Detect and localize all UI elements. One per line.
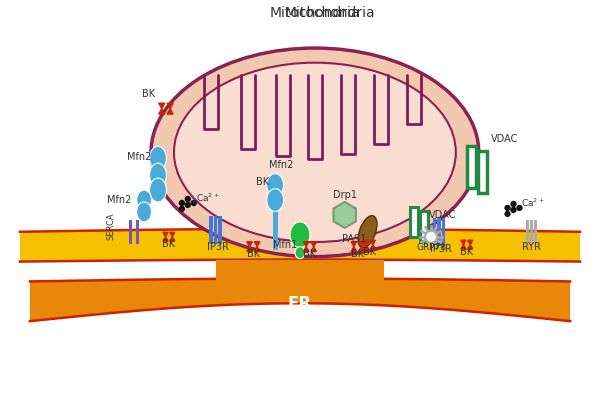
Polygon shape bbox=[370, 240, 376, 245]
Polygon shape bbox=[468, 240, 473, 245]
Text: BK: BK bbox=[163, 239, 175, 249]
Text: IP3R: IP3R bbox=[430, 244, 452, 254]
Polygon shape bbox=[254, 242, 260, 247]
Polygon shape bbox=[167, 103, 173, 109]
Bar bbox=[209, 216, 213, 244]
Ellipse shape bbox=[358, 216, 377, 248]
Polygon shape bbox=[170, 232, 175, 237]
Bar bbox=[534, 220, 537, 244]
Ellipse shape bbox=[425, 231, 437, 243]
Text: BK: BK bbox=[247, 249, 260, 259]
Polygon shape bbox=[311, 247, 316, 252]
Bar bbox=[530, 220, 533, 244]
Text: BK: BK bbox=[351, 249, 364, 259]
Polygon shape bbox=[359, 247, 364, 252]
Ellipse shape bbox=[267, 174, 284, 196]
Text: Mitochondria: Mitochondria bbox=[284, 6, 375, 20]
Polygon shape bbox=[163, 232, 168, 237]
Circle shape bbox=[191, 200, 197, 206]
Bar bbox=[420, 211, 428, 241]
Text: ER: ER bbox=[288, 295, 312, 313]
Circle shape bbox=[505, 205, 511, 211]
Text: Drp1: Drp1 bbox=[332, 190, 356, 200]
Bar bbox=[433, 218, 436, 246]
Circle shape bbox=[179, 200, 185, 206]
Text: SERCA: SERCA bbox=[107, 212, 116, 240]
Text: Ca$^{2+}$: Ca$^{2+}$ bbox=[196, 192, 220, 204]
Ellipse shape bbox=[149, 163, 166, 187]
Polygon shape bbox=[370, 245, 376, 249]
Text: BK: BK bbox=[460, 247, 473, 257]
Text: BK: BK bbox=[363, 247, 376, 257]
Ellipse shape bbox=[137, 202, 152, 222]
Polygon shape bbox=[20, 229, 580, 262]
Ellipse shape bbox=[267, 188, 284, 212]
Text: BK: BK bbox=[304, 249, 316, 259]
Polygon shape bbox=[159, 103, 165, 109]
Ellipse shape bbox=[149, 178, 166, 202]
Ellipse shape bbox=[137, 190, 152, 210]
Polygon shape bbox=[351, 247, 356, 252]
Text: Mfn2: Mfn2 bbox=[127, 152, 151, 162]
Text: BK: BK bbox=[142, 89, 155, 99]
Ellipse shape bbox=[151, 48, 479, 257]
Ellipse shape bbox=[295, 247, 305, 258]
Polygon shape bbox=[364, 245, 368, 249]
Circle shape bbox=[511, 207, 517, 213]
Bar bbox=[410, 207, 418, 237]
Text: GRP78: GRP78 bbox=[416, 243, 446, 252]
Ellipse shape bbox=[174, 63, 456, 242]
Text: Mfn1: Mfn1 bbox=[273, 240, 297, 250]
Text: PAS1: PAS1 bbox=[343, 234, 367, 244]
Text: Mfn2: Mfn2 bbox=[269, 160, 293, 170]
Text: VDAC: VDAC bbox=[429, 210, 457, 220]
Polygon shape bbox=[461, 240, 466, 245]
Polygon shape bbox=[30, 278, 570, 321]
Polygon shape bbox=[159, 109, 165, 114]
Text: Mfn2: Mfn2 bbox=[107, 195, 131, 205]
Text: RYR: RYR bbox=[522, 242, 541, 252]
Circle shape bbox=[179, 206, 185, 212]
Circle shape bbox=[505, 211, 511, 217]
Polygon shape bbox=[163, 237, 168, 241]
Bar bbox=[442, 218, 445, 246]
Polygon shape bbox=[167, 109, 173, 114]
Polygon shape bbox=[468, 245, 473, 249]
Polygon shape bbox=[170, 237, 175, 241]
Text: VDAC: VDAC bbox=[491, 134, 518, 144]
Circle shape bbox=[185, 196, 191, 202]
Polygon shape bbox=[304, 247, 309, 252]
Polygon shape bbox=[254, 247, 260, 252]
Bar bbox=[129, 220, 132, 244]
Bar bbox=[526, 220, 529, 244]
Circle shape bbox=[511, 201, 517, 207]
Ellipse shape bbox=[290, 222, 310, 248]
Polygon shape bbox=[247, 242, 253, 247]
Polygon shape bbox=[304, 242, 309, 247]
Bar bbox=[467, 146, 476, 188]
Text: IP3R: IP3R bbox=[206, 242, 229, 252]
Polygon shape bbox=[359, 242, 364, 247]
Bar bbox=[218, 216, 222, 244]
Polygon shape bbox=[215, 260, 385, 282]
Bar bbox=[136, 220, 139, 244]
Polygon shape bbox=[311, 242, 316, 247]
Circle shape bbox=[516, 205, 523, 211]
Bar bbox=[478, 151, 487, 193]
Ellipse shape bbox=[149, 146, 166, 170]
Polygon shape bbox=[351, 242, 356, 247]
Text: Ca$^{2+}$: Ca$^{2+}$ bbox=[521, 196, 545, 209]
Bar bbox=[437, 218, 441, 246]
Text: Mitochondria: Mitochondria bbox=[269, 6, 360, 20]
Text: BK: BK bbox=[256, 177, 269, 187]
Polygon shape bbox=[247, 247, 253, 252]
Polygon shape bbox=[364, 240, 368, 245]
Circle shape bbox=[185, 202, 191, 208]
Polygon shape bbox=[461, 245, 466, 249]
Bar bbox=[214, 216, 217, 244]
